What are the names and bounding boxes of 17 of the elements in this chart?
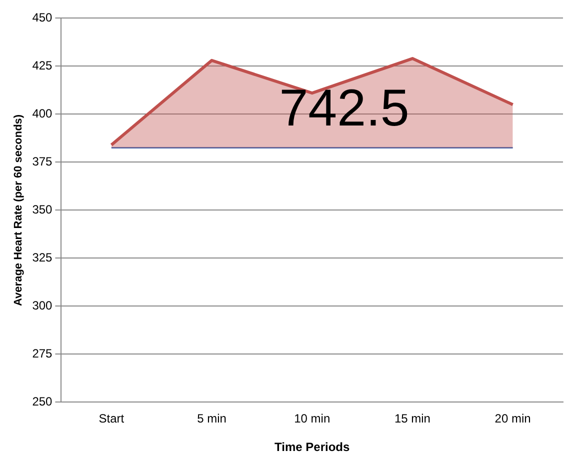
x-tick-label: 5 min (197, 412, 226, 426)
y-tick-label: 450 (32, 10, 53, 25)
annotation: 742.5 (279, 80, 410, 138)
x-tick-label: 10 min (294, 412, 330, 426)
x-axis-title: Time Periods (274, 440, 350, 454)
y-tick-label: 250 (32, 394, 53, 409)
y-tick-label: 300 (32, 298, 53, 313)
y-axis-title: Average Heart Rate (per 60 seconds) (12, 114, 25, 306)
x-tick-label: 20 min (494, 412, 531, 426)
y-tick-label: 400 (32, 106, 53, 121)
y-tick-label: 275 (32, 346, 53, 361)
y-tick-label: 350 (32, 202, 53, 217)
x-tick-label: Start (98, 412, 125, 426)
y-tick-label: 375 (32, 154, 53, 169)
y-tick-label: 425 (32, 58, 53, 73)
x-tick-label: 15 min (394, 412, 430, 426)
y-tick-label: 325 (32, 250, 53, 265)
